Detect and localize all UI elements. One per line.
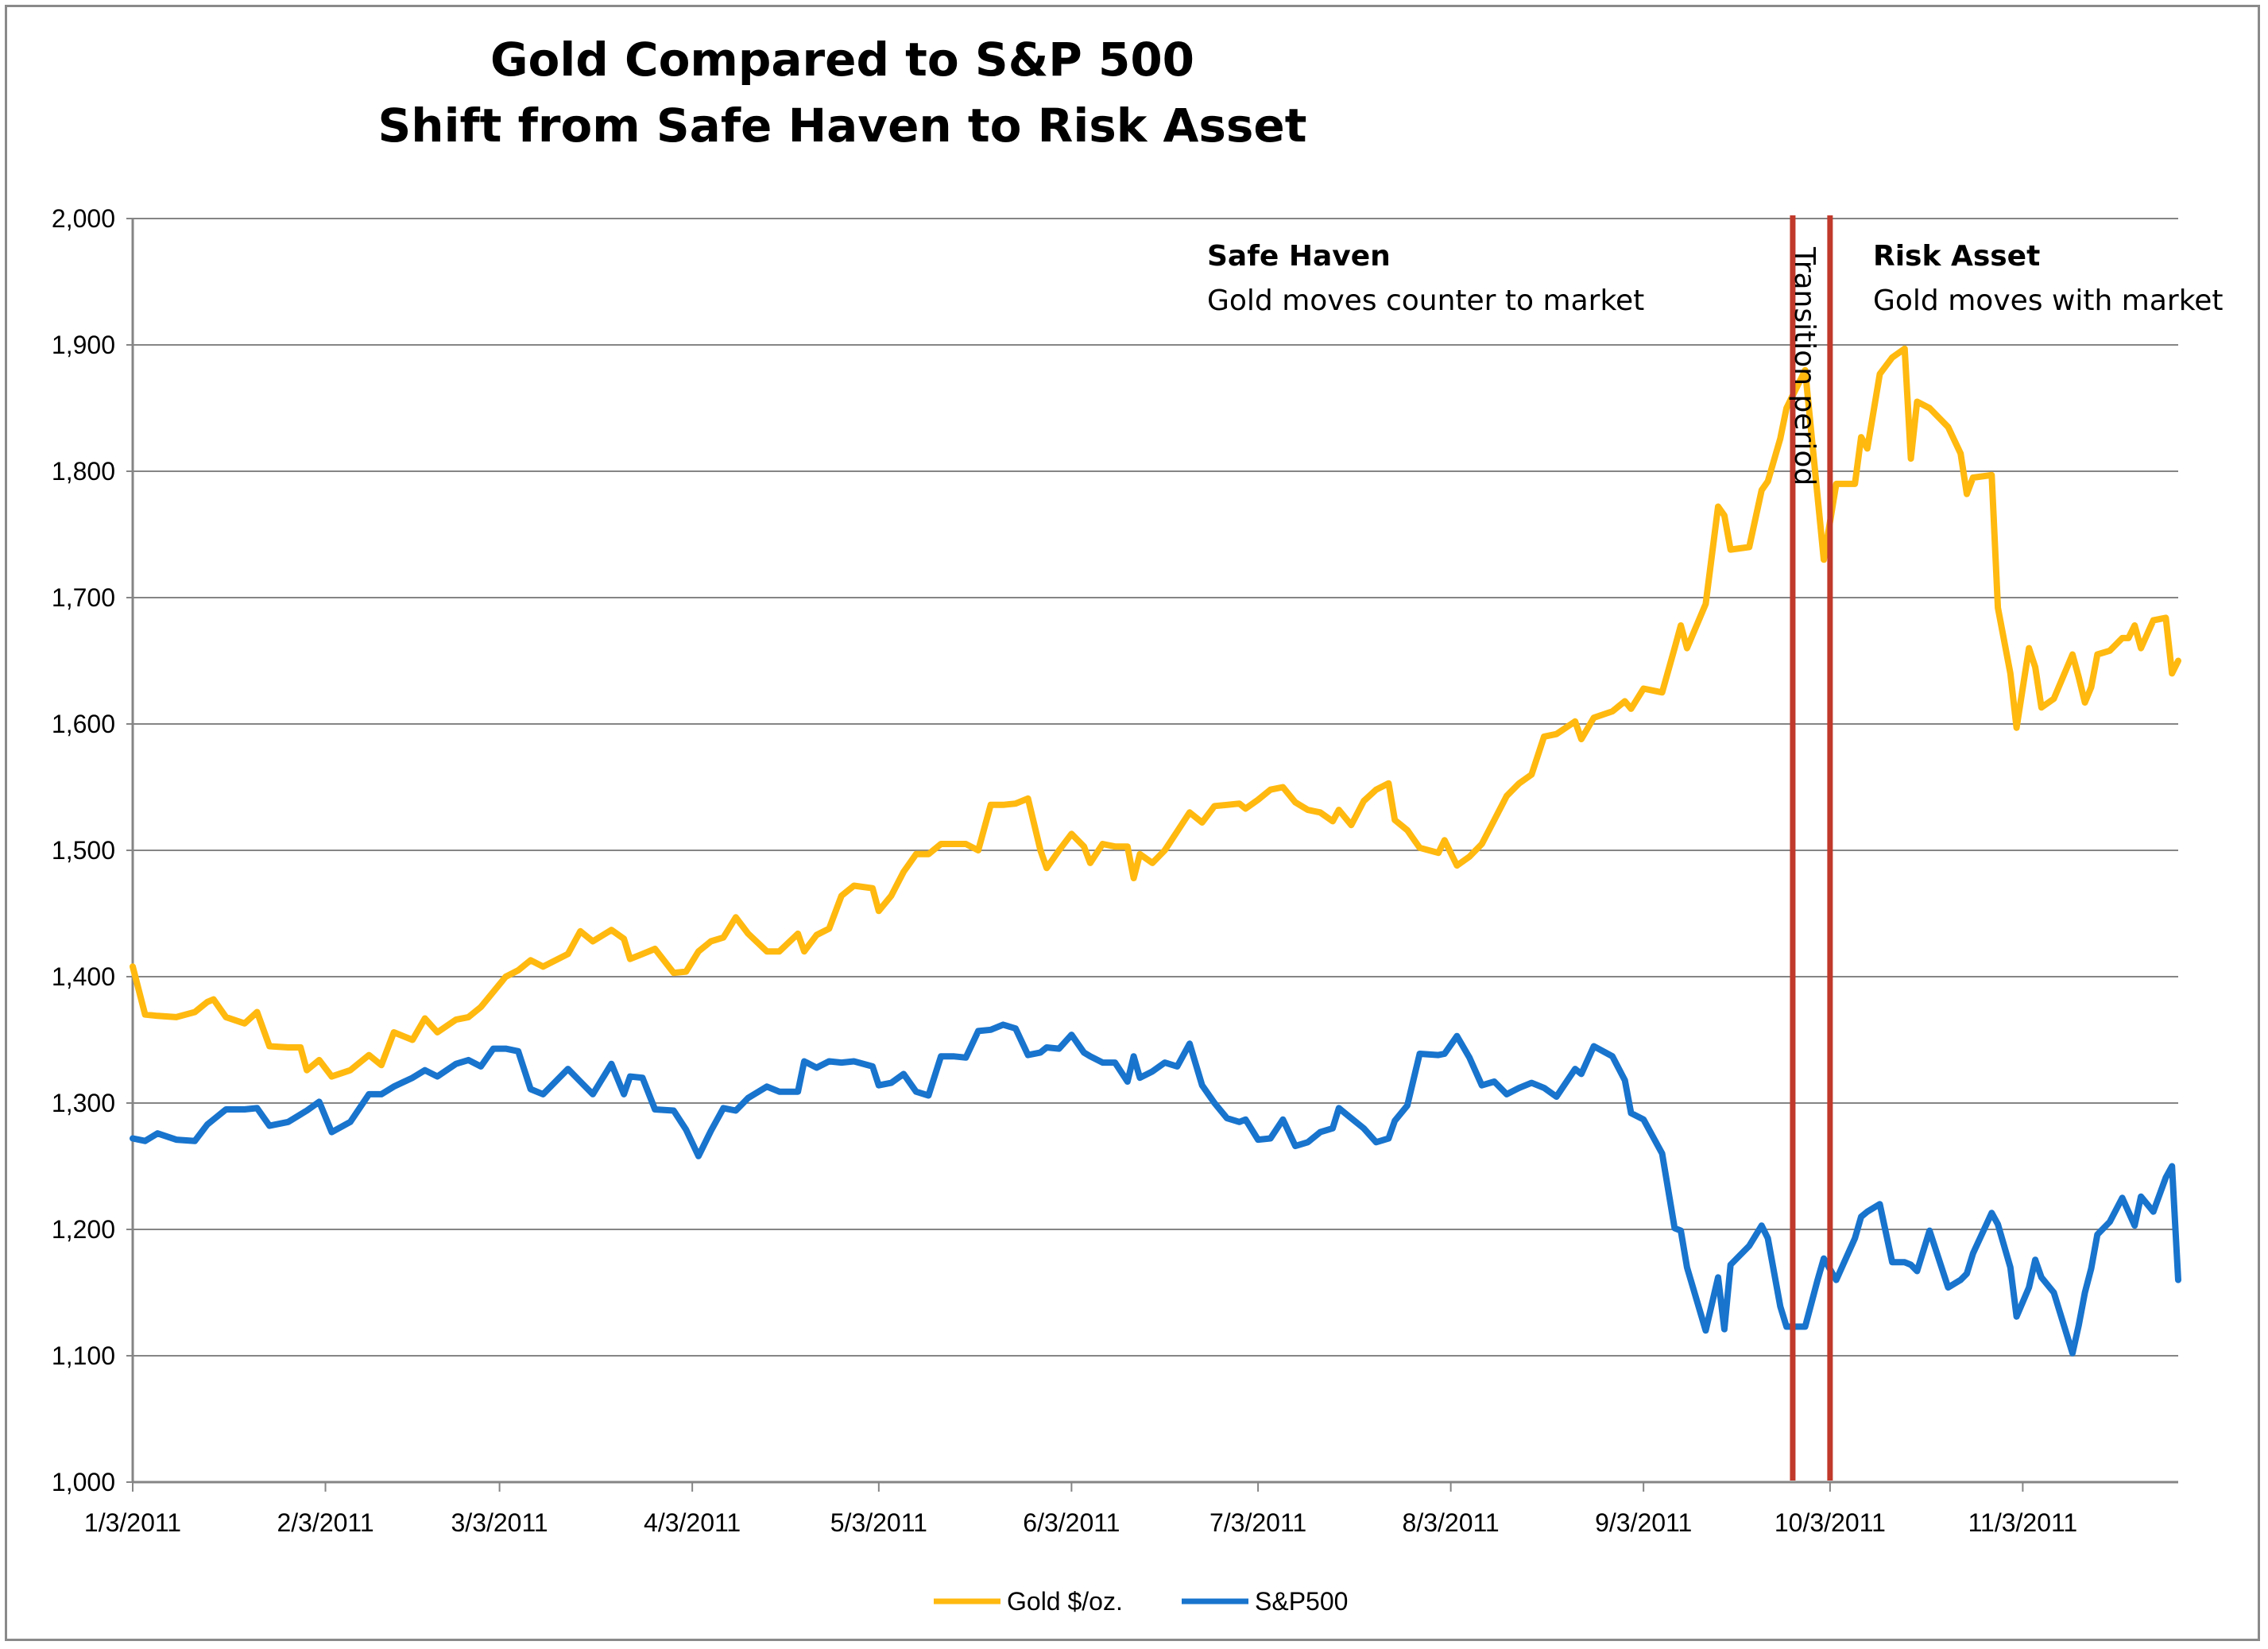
x-tick-label: 7/3/2011 (1209, 1508, 1306, 1537)
y-tick-label: 1,800 (52, 457, 115, 486)
y-tick-label: 2,000 (52, 204, 115, 233)
chart-svg: Gold Compared to S&P 500 Shift from Safe… (52, 33, 2223, 1616)
series-line-sp500 (130, 1021, 2181, 1357)
y-tick-label: 1,100 (52, 1341, 115, 1370)
vertical-markers (1790, 215, 1833, 1481)
y-tick-label: 1,000 (52, 1468, 115, 1496)
y-tick-label: 1,300 (52, 1089, 115, 1117)
annotation-safe-haven: Safe Haven Gold moves counter to market (1207, 240, 1644, 317)
x-axis-ticks: 1/3/2011 2/3/2011 3/3/2011 4/3/2011 5/3/2011… (84, 1482, 2077, 1537)
x-tick-label: 8/3/2011 (1403, 1508, 1500, 1537)
x-tick-label: 2/3/2011 (277, 1508, 373, 1537)
y-tick-label: 1,200 (52, 1215, 115, 1244)
y-tick-label: 1,900 (52, 331, 115, 359)
series-lines (130, 345, 2181, 1357)
x-tick-label: 4/3/2011 (644, 1508, 741, 1537)
chart-subtitle: Shift from Safe Haven to Risk Asset (378, 99, 1307, 153)
y-tick-label: 1,700 (52, 583, 115, 612)
legend: Gold $/oz. S&P500 (934, 1587, 1348, 1616)
x-tick-label: 3/3/2011 (451, 1508, 548, 1537)
gridlines (126, 218, 2178, 1483)
annotation-risk-asset: Risk Asset Gold moves with market (1873, 240, 2223, 317)
x-tick-label: 6/3/2011 (1023, 1508, 1120, 1537)
x-tick-label: 9/3/2011 (1595, 1508, 1692, 1537)
chart-title: Gold Compared to S&P 500 (490, 33, 1194, 87)
x-tick-label: 11/3/2011 (1968, 1508, 2078, 1537)
x-tick-label: 5/3/2011 (830, 1508, 927, 1537)
annotation-safe-haven-heading: Safe Haven (1207, 240, 1391, 273)
y-tick-label: 1,400 (52, 962, 115, 991)
annotation-risk-asset-heading: Risk Asset (1873, 240, 2040, 273)
legend-label-gold: Gold $/oz. (1007, 1587, 1123, 1616)
y-tick-label: 1,600 (52, 710, 115, 738)
y-axis-ticks: 1,000 1,100 1,200 1,300 1,400 1,500 1,600 1,700… (52, 204, 115, 1496)
x-tick-label: 10/3/2011 (1775, 1508, 1886, 1537)
chart-frame: Gold Compared to S&P 500 Shift from Safe… (5, 5, 2260, 1641)
annotation-risk-asset-body: Gold moves with market (1873, 285, 2223, 317)
x-tick-label: 1/3/2011 (84, 1508, 181, 1537)
legend-label-sp500: S&P500 (1255, 1587, 1348, 1616)
y-tick-label: 1,500 (52, 836, 115, 865)
series-line-gold (130, 345, 2181, 1080)
annotation-transition: Transition period (1788, 246, 1821, 486)
annotation-safe-haven-body: Gold moves counter to market (1207, 285, 1644, 317)
